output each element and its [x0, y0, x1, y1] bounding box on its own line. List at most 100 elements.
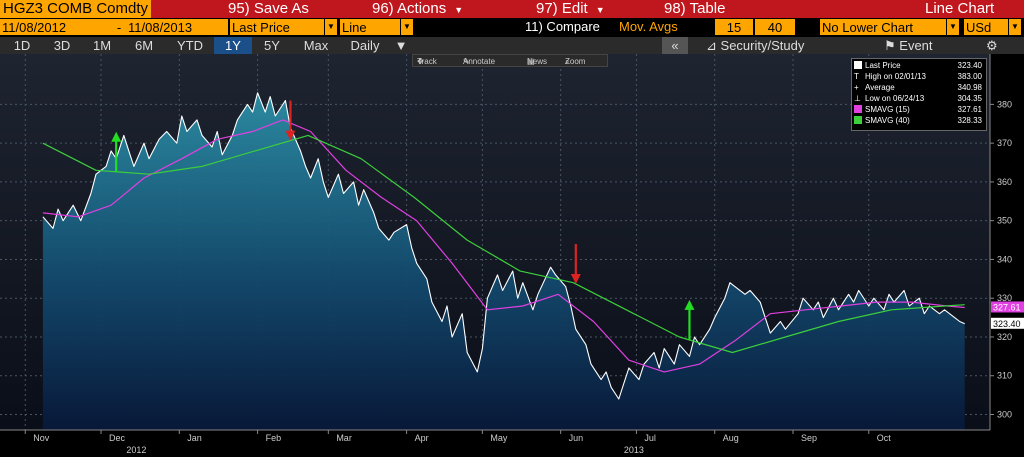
- settings-bar: 11/08/2012 - 11/08/2013 Last Price ▼ Lin…: [0, 18, 1024, 37]
- legend-swatch: [854, 60, 862, 69]
- range-6m-button[interactable]: 6M: [134, 38, 154, 53]
- legend-low: ⊥ Low on 06/24/13 304.35: [854, 94, 984, 104]
- date-separator: -: [112, 19, 126, 35]
- range-max-button[interactable]: Max: [303, 38, 329, 53]
- chart-svg[interactable]: 300 310 320 330 340 350 360 370 380 Nov Dec Jan Feb M…: [0, 54, 1024, 457]
- sma15-value-tag: 327.61: [993, 302, 1021, 312]
- currency-dropdown-icon[interactable]: ▼: [1008, 19, 1021, 35]
- ma-short-field[interactable]: 15: [715, 19, 753, 35]
- table-label: 98) Table: [664, 0, 726, 17]
- legend-sma40-label: SMAVG (40): [865, 116, 910, 125]
- range-bar: 1D 3D 1M 6M YTD 1Y 5Y Max Daily ▼ « ⊿ Se…: [0, 37, 1024, 54]
- y-axis-panel: [990, 54, 1024, 430]
- last-value-tag-bg: [991, 317, 1024, 329]
- study-label[interactable]: Mov. Avgs: [619, 19, 678, 34]
- x-tick-label: Feb: [266, 433, 282, 443]
- style-dropdown-icon[interactable]: ▼: [400, 19, 413, 35]
- legend-sma40: SMAVG (40) 328.33: [854, 115, 984, 126]
- range-1m-button[interactable]: 1M: [92, 38, 112, 53]
- x-tick-label: Sep: [801, 433, 817, 443]
- price-area: [42, 92, 965, 431]
- y-tick-label: 320: [997, 332, 1012, 342]
- magnifier-icon: ⌕: [565, 57, 570, 66]
- event-button[interactable]: ⚑ Event: [884, 37, 933, 54]
- range-1y-button[interactable]: 1Y: [214, 37, 252, 54]
- lower-chart-dropdown-icon[interactable]: ▼: [946, 19, 959, 35]
- legend-high-label: High on 02/01/13: [865, 72, 926, 81]
- series: [42, 92, 965, 431]
- sma15-line: [42, 119, 965, 373]
- y-tick-label: 300: [997, 409, 1012, 419]
- crosshair-icon: ✥: [417, 57, 424, 66]
- x-tick-label: Aug: [723, 433, 739, 443]
- period-dropdown-icon[interactable]: ▼: [394, 38, 408, 53]
- range-1d-button[interactable]: 1D: [13, 38, 31, 53]
- ticker-field[interactable]: HGZ3 COMB Comdty: [0, 0, 152, 18]
- range-3d-button[interactable]: 3D: [53, 38, 71, 53]
- compare-label[interactable]: 11) Compare: [525, 19, 600, 34]
- legend-sma15-label: SMAVG (15): [865, 105, 910, 114]
- period-select[interactable]: Daily: [350, 38, 380, 53]
- buy-signal-head: [684, 299, 695, 310]
- y-tick-label: 350: [997, 216, 1012, 226]
- end-date-field[interactable]: 11/08/2013: [126, 19, 228, 35]
- y-tick-label: 370: [997, 138, 1012, 148]
- legend-swatch: [854, 115, 862, 124]
- chart-style-select[interactable]: Line: [340, 19, 400, 35]
- range-5y-button[interactable]: 5Y: [264, 38, 280, 53]
- average-marker-icon: +: [854, 83, 859, 92]
- x-tick-label: Jan: [187, 433, 202, 443]
- price-line: [42, 92, 965, 400]
- menu-bar: HGZ3 COMB Comdty 95) Save As 96) Actions…: [0, 0, 1024, 18]
- low-marker-icon: ⊥: [854, 94, 861, 103]
- signals: [111, 100, 695, 340]
- y-tick-label: 310: [997, 371, 1012, 381]
- x-tick-label: May: [490, 433, 508, 443]
- pencil-icon: ✎: [463, 57, 470, 66]
- legend-average-label: Average: [865, 83, 895, 92]
- x-tick-label: Jul: [644, 433, 656, 443]
- legend-sma40-value: 328.33: [957, 116, 982, 125]
- collapse-button[interactable]: «: [662, 37, 688, 54]
- x-tick-label: Apr: [415, 433, 429, 443]
- y-tick-label: 360: [997, 177, 1012, 187]
- x-year-label: 2012: [126, 445, 146, 455]
- track-label: Track: [417, 57, 437, 66]
- x-axis-panel: [0, 430, 1024, 457]
- lower-chart-select[interactable]: No Lower Chart: [820, 19, 946, 35]
- chart-legend: Last Price 323.40 T High on 02/01/13 383.00…: [851, 58, 987, 131]
- currency-select[interactable]: USd: [964, 19, 1008, 35]
- price-chart[interactable]: 300 310 320 330 340 350 360 370 380 Nov Dec Jan Feb M…: [0, 54, 1024, 457]
- legend-last-value: 323.40: [957, 61, 982, 70]
- table-button[interactable]: 98) Table: [664, 0, 725, 18]
- flag-icon: ⚑: [884, 38, 896, 53]
- news-icon: ▤: [527, 57, 535, 66]
- view-title: Line Chart: [925, 0, 995, 17]
- legend-average-value: 340.98: [957, 83, 982, 92]
- x-tick-label: Oct: [877, 433, 892, 443]
- axes: 300 310 320 330 340 350 360 370 380 Nov Dec Jan Feb M…: [0, 54, 1024, 457]
- sell-signal-head: [285, 130, 296, 141]
- field-select[interactable]: Last Price: [230, 19, 324, 35]
- event-label: Event: [899, 38, 933, 53]
- save-as-button[interactable]: 95) Save As: [228, 0, 309, 18]
- legend-sma15-value: 327.61: [957, 105, 982, 114]
- sma40-line: [42, 134, 965, 354]
- save-as-label: 95) Save As: [228, 0, 309, 17]
- annotate-label: Annotate: [463, 57, 496, 66]
- start-date-field[interactable]: 11/08/2012: [0, 19, 112, 35]
- field-dropdown-icon[interactable]: ▼: [324, 19, 337, 35]
- sma15-value-tag-bg: [991, 301, 1024, 313]
- legend-average: + Average 340.98: [854, 83, 984, 93]
- gear-icon[interactable]: ⚙: [986, 38, 998, 53]
- dropdown-arrow-icon: ▼: [595, 5, 605, 15]
- ma-long-field[interactable]: 40: [755, 19, 795, 35]
- buy-signal-head: [111, 131, 122, 142]
- sell-signal-head: [570, 273, 581, 284]
- legend-low-label: Low on 06/24/13: [865, 94, 925, 103]
- range-ytd-button[interactable]: YTD: [177, 38, 203, 53]
- actions-menu[interactable]: 96) Actions ▼: [372, 0, 463, 19]
- edit-menu[interactable]: 97) Edit ▼: [536, 0, 605, 19]
- legend-swatch: [854, 104, 862, 113]
- security-study-button[interactable]: ⊿ Security/Study: [706, 37, 804, 54]
